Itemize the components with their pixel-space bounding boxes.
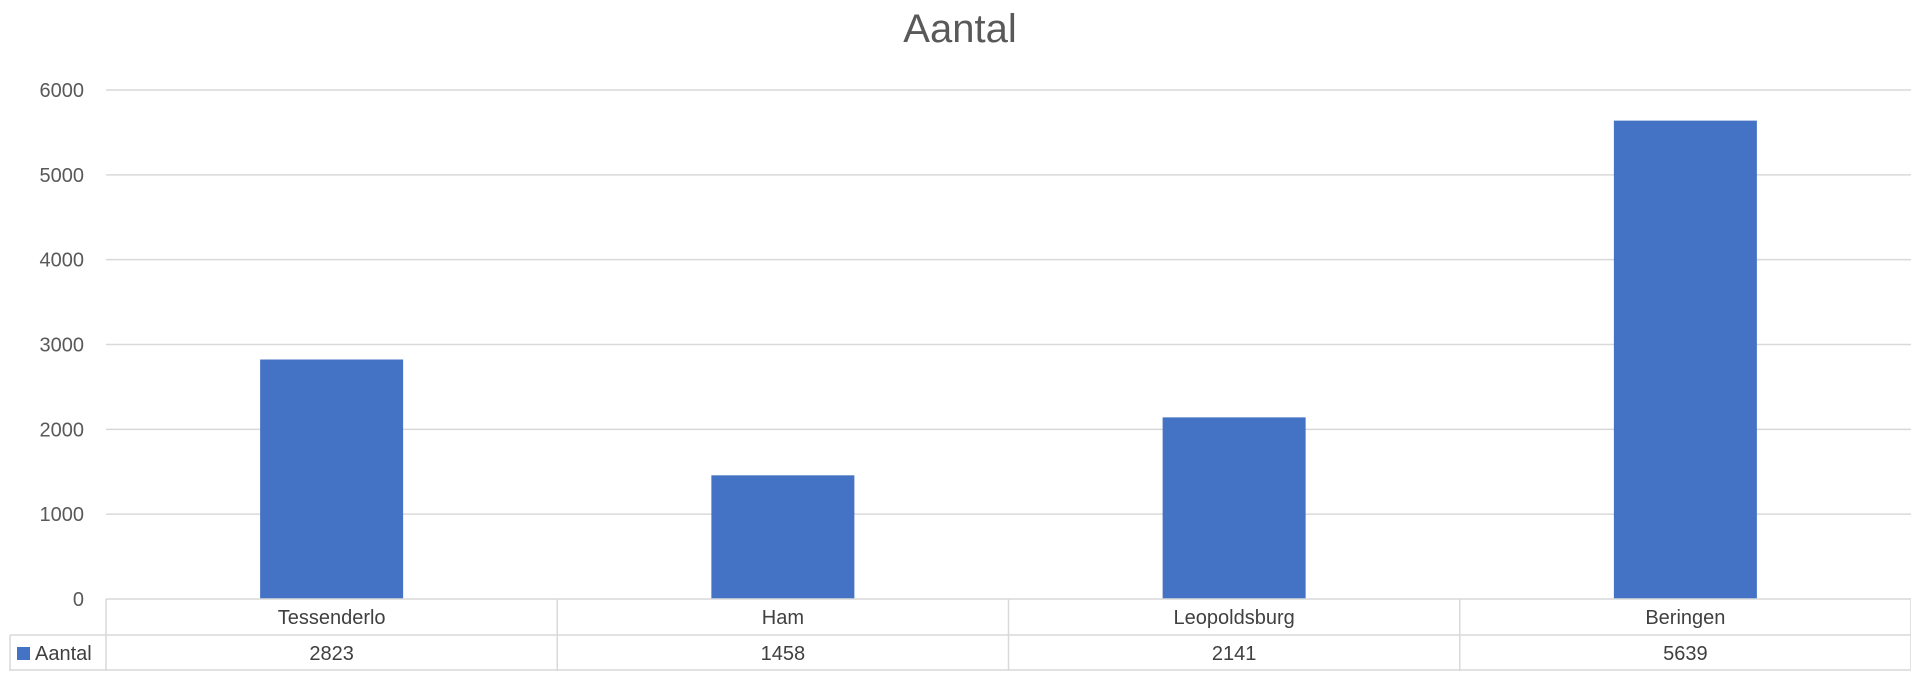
category-label: Tessenderlo xyxy=(278,607,386,629)
gridlines xyxy=(106,89,1911,515)
category-label: Leopoldsburg xyxy=(1174,607,1295,629)
y-tick-label: 3000 xyxy=(40,335,85,357)
y-tick-label: 2000 xyxy=(40,419,85,441)
data-value: 1458 xyxy=(761,643,806,665)
bar xyxy=(1613,120,1757,600)
data-value: 2141 xyxy=(1212,643,1257,665)
legend-series-name: Aantal xyxy=(35,643,92,665)
y-tick-label: 0 xyxy=(73,589,84,611)
data-value: 5639 xyxy=(1663,643,1708,665)
bar xyxy=(260,359,404,599)
data-table: Tessenderlo Ham Leopoldsburg Beringen Aantal… xyxy=(9,598,1911,671)
data-value: 2823 xyxy=(309,643,354,665)
chart-title: Aantal xyxy=(903,7,1016,51)
category-label: Beringen xyxy=(1645,607,1725,629)
bars xyxy=(260,120,1757,600)
legend-swatch xyxy=(17,647,30,660)
y-axis-ticks: 0 1000 2000 3000 4000 5000 6000 xyxy=(40,80,85,611)
y-tick-label: 6000 xyxy=(40,80,85,102)
category-label: Ham xyxy=(762,607,804,629)
bar xyxy=(711,475,855,599)
bar xyxy=(1162,417,1306,599)
y-tick-label: 5000 xyxy=(40,165,85,187)
y-tick-label: 1000 xyxy=(40,504,85,526)
y-tick-label: 4000 xyxy=(40,250,85,272)
